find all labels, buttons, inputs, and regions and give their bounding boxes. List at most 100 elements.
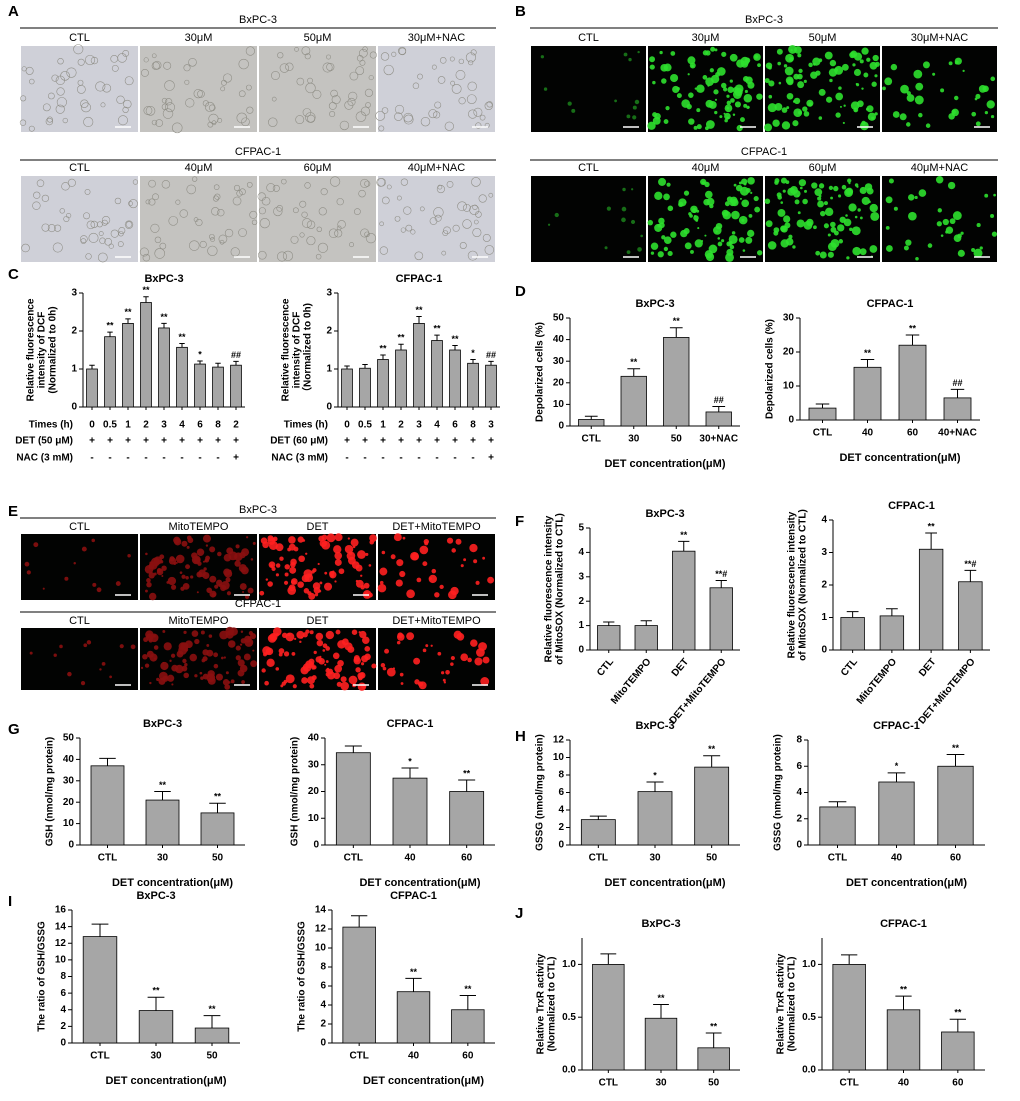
cell: [311, 570, 315, 574]
cell: [835, 92, 844, 101]
cell: [940, 88, 945, 93]
cell: [163, 642, 172, 651]
cell: [606, 206, 611, 211]
cell: [927, 243, 933, 248]
cell: [355, 579, 364, 588]
cell: [810, 71, 818, 79]
cell: [815, 250, 821, 256]
y-tick-label: 2: [796, 813, 802, 824]
cell: [480, 677, 490, 686]
cell: [90, 56, 99, 65]
x-tick-label: 6: [197, 420, 203, 431]
x-tick-label: CTL: [344, 853, 363, 864]
cell: [180, 586, 185, 591]
cell: [742, 249, 746, 252]
cell: [823, 201, 828, 206]
cell: [818, 116, 823, 120]
y-axis-label: Depolarized cells (%): [535, 322, 546, 422]
table-cell: -: [198, 453, 201, 464]
y-tick-label: 6: [60, 988, 66, 999]
y-tick-label: 4: [558, 805, 564, 816]
cell: [184, 662, 188, 667]
y-tick-label: 20: [783, 347, 795, 358]
error-bar: [209, 802, 226, 813]
cell: [990, 213, 995, 218]
cell: [869, 203, 878, 213]
cell: [680, 229, 688, 238]
cell: [459, 241, 467, 249]
x-tick-label: 40: [891, 853, 903, 864]
cell: [332, 652, 340, 660]
error-bar: [215, 362, 221, 368]
x-tick-label: 0: [89, 420, 95, 431]
cell: [300, 636, 303, 639]
cell: [471, 177, 481, 187]
cell: [29, 651, 33, 655]
cell: [357, 672, 365, 680]
cell: [252, 649, 255, 652]
table-cell: -: [180, 453, 183, 464]
cell: [696, 124, 702, 130]
cell: [932, 72, 936, 76]
cell: [299, 232, 305, 238]
cell: [99, 237, 106, 244]
cell: [457, 201, 467, 212]
cell: [865, 107, 869, 111]
cell: [466, 94, 477, 105]
cell: [728, 241, 733, 246]
cell: [626, 114, 631, 119]
cell: [381, 196, 390, 205]
x-tick-label: 50: [206, 1051, 218, 1062]
cell: [872, 54, 879, 62]
cell: [237, 659, 245, 667]
chart-title: BxPC-3: [635, 720, 674, 732]
error-bar: [925, 532, 938, 550]
cell: [785, 53, 794, 63]
x-tick-label: 60: [907, 428, 919, 439]
x-tick-label: 40: [898, 1078, 910, 1089]
significance: **: [909, 323, 917, 333]
cell: [32, 201, 41, 210]
cell: [261, 196, 271, 206]
condition-label: 50μM: [304, 32, 332, 44]
significance: **: [464, 984, 472, 994]
cell: [302, 108, 312, 117]
bar: [104, 336, 116, 408]
cell: [145, 589, 148, 593]
cell: [647, 219, 654, 226]
cell: [290, 578, 298, 585]
cell: [993, 193, 996, 197]
cell: [446, 181, 454, 188]
cell: [252, 541, 256, 545]
cell: [277, 52, 284, 59]
cell: [186, 545, 190, 549]
cell: [378, 125, 385, 132]
cell: [486, 101, 493, 108]
cell: [792, 120, 799, 127]
cell: [420, 116, 431, 127]
cell: [52, 242, 63, 253]
y-tick-label: 4: [821, 515, 827, 526]
cell: [452, 224, 460, 232]
cell: [428, 109, 438, 119]
cell: [484, 245, 495, 255]
cell: [204, 101, 215, 112]
cell: [334, 558, 342, 566]
cell: [285, 632, 295, 642]
cell: [850, 50, 858, 58]
cell: [320, 188, 328, 196]
y-axis-label: The ratio of GSH/GSSG: [37, 921, 48, 1032]
cell: [211, 207, 220, 216]
bar: [396, 991, 431, 1044]
cell: [25, 66, 34, 75]
y-tick-label: 3: [578, 571, 584, 582]
cell: [364, 231, 370, 238]
cell: [785, 180, 790, 184]
cell: [743, 93, 753, 103]
cell: [282, 250, 294, 261]
cell: [475, 580, 480, 585]
significance: **: [160, 312, 168, 322]
cell: [301, 46, 311, 56]
error-bar: [627, 368, 641, 377]
cell: [185, 98, 195, 108]
